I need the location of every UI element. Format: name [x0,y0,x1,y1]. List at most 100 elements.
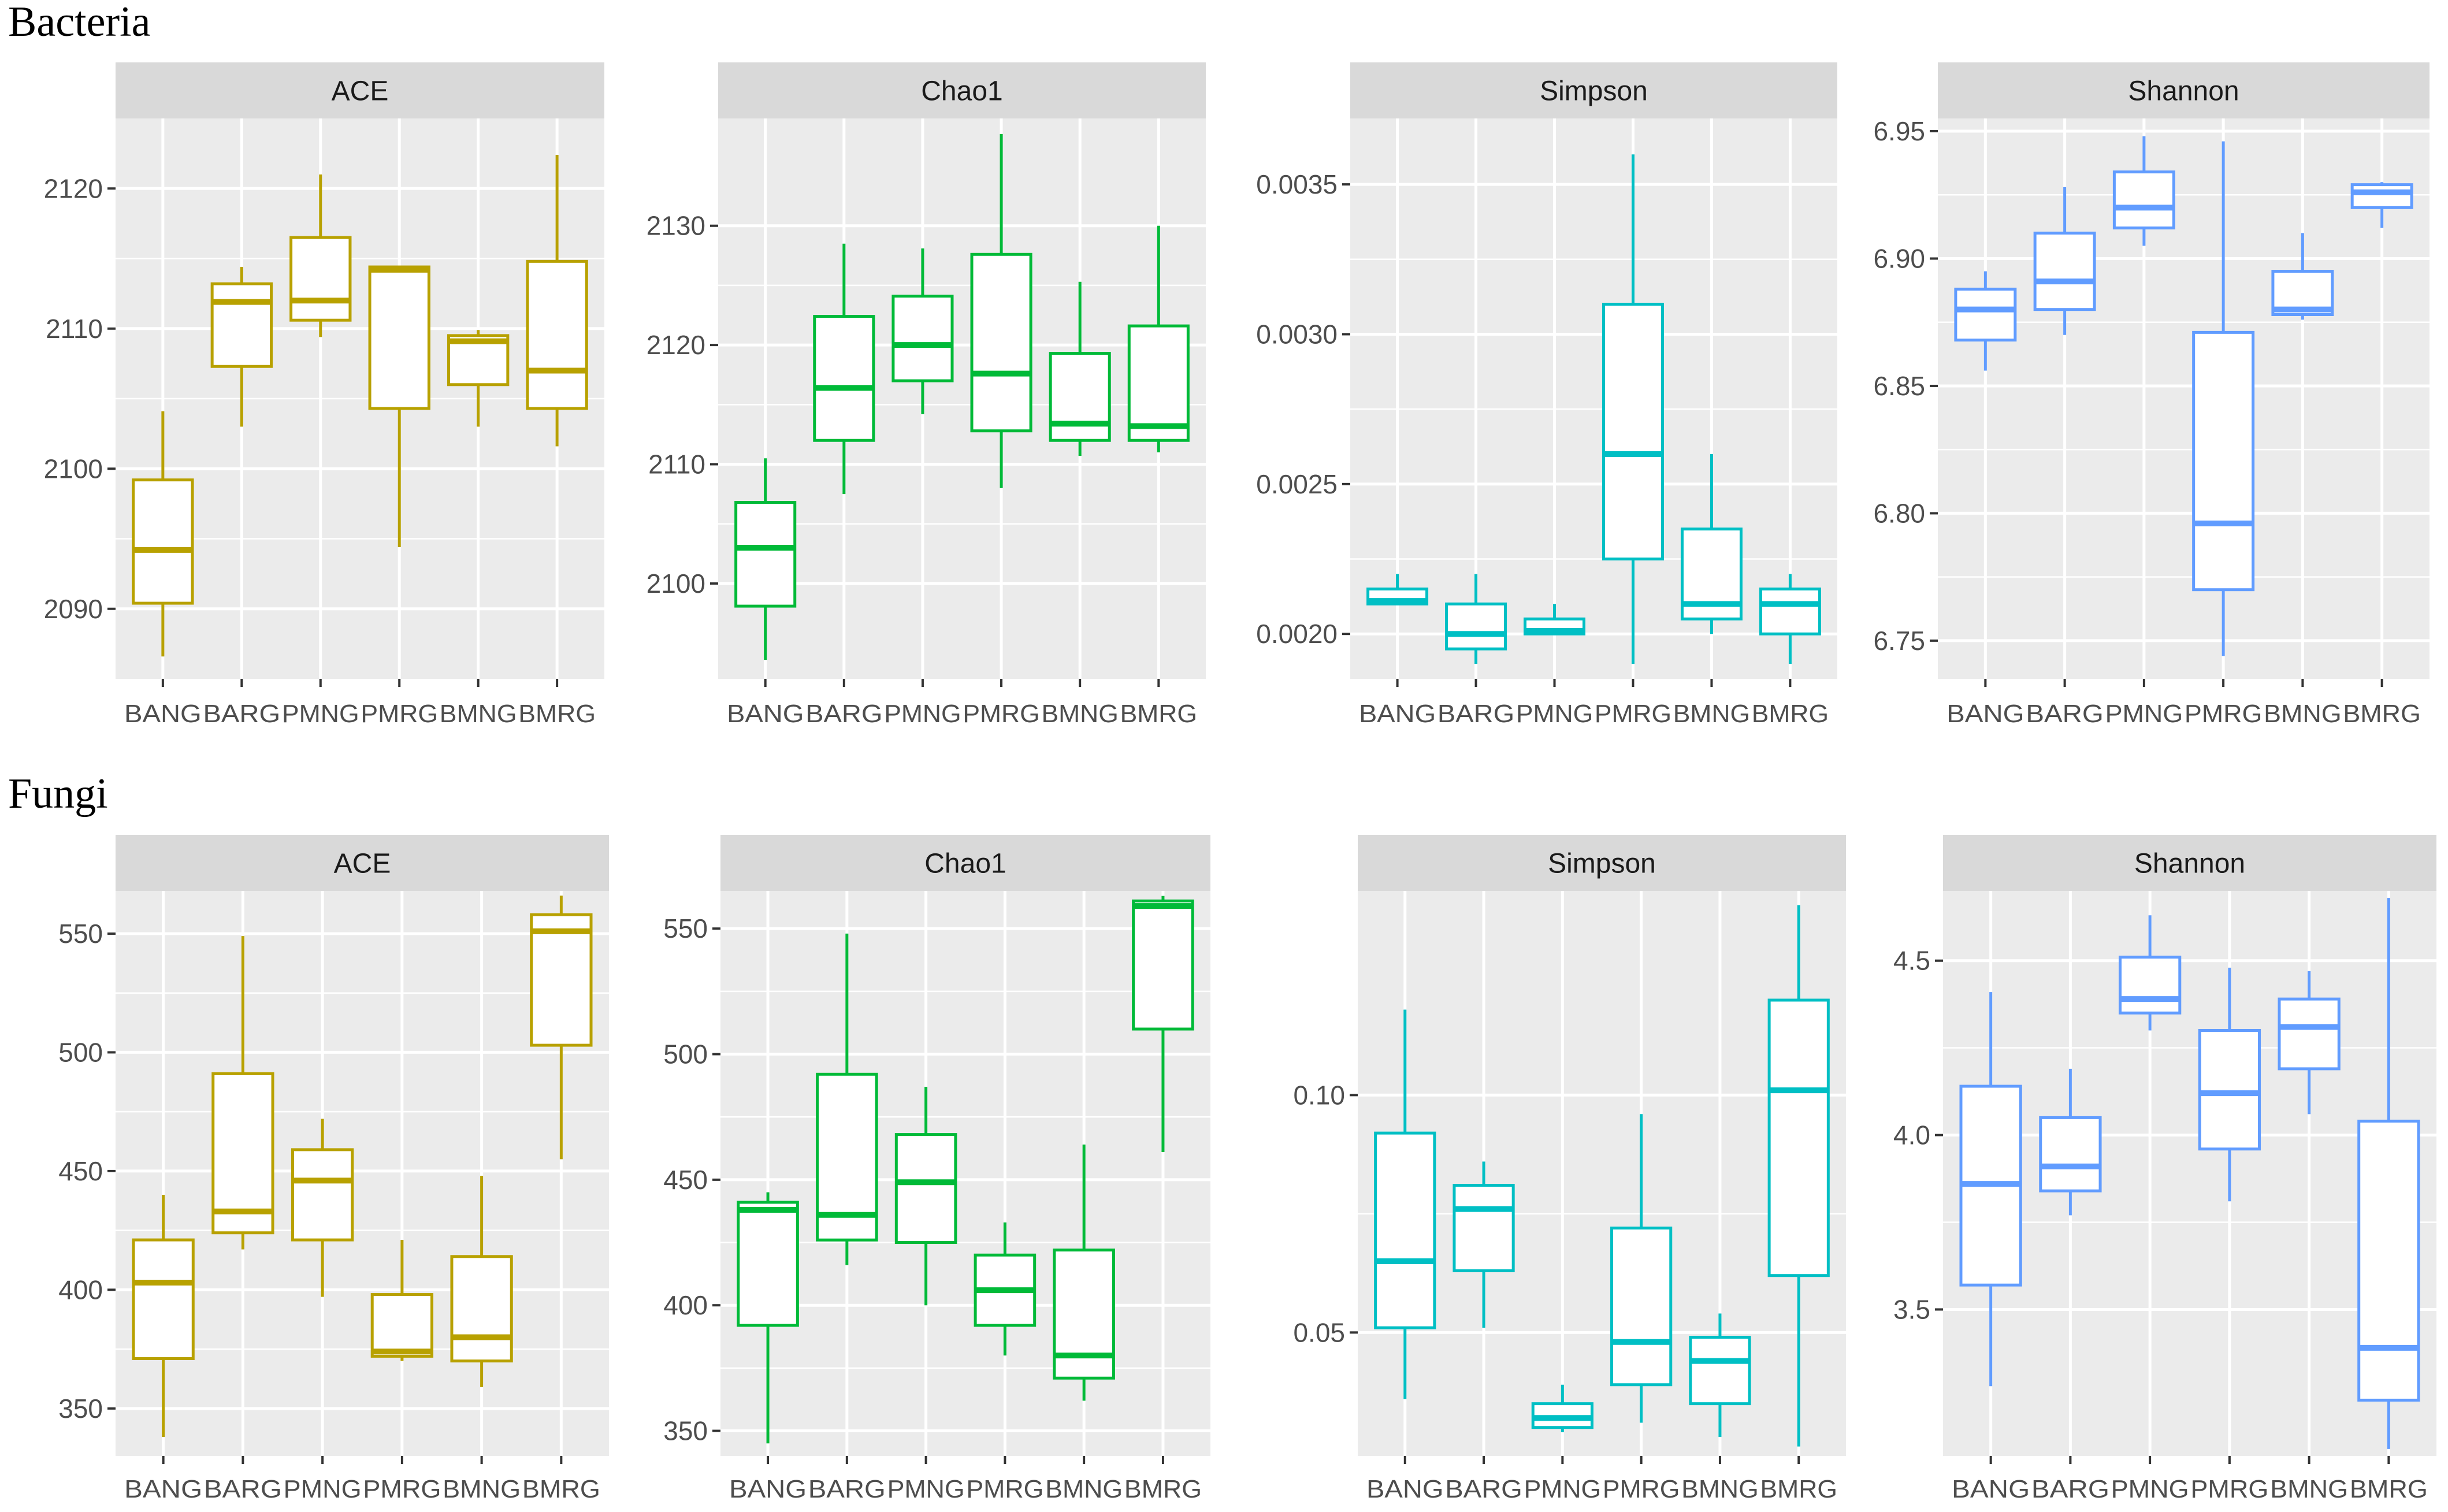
iqr-box [2039,1116,2102,1192]
box-bang [1374,1009,1436,1399]
box-bang [1366,574,1429,605]
iqr-box [132,1238,195,1361]
y-tick-label: 2090 [44,594,103,624]
x-tick-label: BANG [1952,1475,2030,1503]
iqr-box [526,259,588,410]
iqr-box [211,1072,274,1235]
x-tick-label: BANG [1366,1475,1444,1503]
x-tick-label: BMNG [1045,1475,1123,1503]
box-barg [2033,187,2096,335]
panel-shannon: Shannon 3.5 4.0 4.5 BANG BARG PMNG PMRG BMNG BMRG [1893,835,2436,1503]
panel-ace: ACE 2090 2100 2110 2120 BANG BARG PMNG PMRG BMNG B… [44,62,604,728]
iqr-box [2118,956,2182,1015]
box-pmrg [974,1222,1037,1356]
box-pmrg [2192,141,2255,656]
box-pmrg [970,133,1032,488]
box-barg [211,936,274,1250]
x-tick-label: BARG [204,1475,282,1503]
box-pmng [1531,1384,1593,1432]
y-tick-label: 400 [58,1275,103,1305]
box-bang [1959,992,2022,1387]
strip-title: ACE [332,76,389,107]
iqr-box [1374,1131,1436,1329]
strip-header [1358,835,1846,891]
iqr-box [813,315,875,442]
x-tick-label: PMRG [966,1475,1043,1503]
box-bmrg [2350,182,2413,228]
iqr-box [1453,1184,1515,1272]
x-tick-label: BMRG [2350,1475,2428,1503]
iqr-box [530,913,593,1047]
iqr-box [1053,1249,1115,1380]
x-tick-label: PMRG [361,700,438,728]
y-tick-label: 2110 [46,314,103,344]
y-tick-label: 500 [58,1037,103,1067]
y-tick-label: 2120 [647,330,705,360]
iqr-box [737,1201,799,1327]
box-bmng [1049,281,1111,456]
iqr-box [1767,998,1830,1277]
strip-title: Chao1 [924,849,1006,879]
box-bmng [1689,1313,1751,1437]
box-bmng [1053,1145,1115,1401]
x-tick-label: BMRG [518,700,596,728]
box-pmng [2118,915,2182,1031]
box-barg [816,933,878,1265]
y-tick-label: 3.5 [1893,1294,1930,1324]
strip-title: Chao1 [921,76,1002,107]
x-tick-label: PMNG [2111,1475,2189,1503]
box-bmng [2271,233,2334,320]
y-tick-label: 0.10 [1293,1080,1345,1110]
plot-background [1943,891,2436,1456]
x-tick-label: BANG [1946,700,2024,728]
y-tick-label: 6.80 [1873,498,1925,528]
box-pmrg [1610,1114,1673,1423]
x-tick-label: BANG [729,1475,807,1503]
x-tick-label: PMNG [284,1475,362,1503]
box-pmng [289,174,352,337]
x-tick-label: PMNG [1516,700,1593,728]
x-tick-label: PMRG [2190,1475,2268,1503]
y-tick-label: 0.0020 [1256,619,1338,649]
iqr-box [970,252,1032,433]
section-label: Bacteria [8,0,151,46]
x-tick-label: BMNG [440,700,517,728]
box-pmng [1524,604,1586,636]
box-pmrg [1602,154,1664,664]
iqr-box [2033,231,2096,311]
x-tick-label: BMRG [2343,700,2421,728]
plot-background [720,891,1210,1456]
iqr-box [2198,1028,2261,1151]
strip-header [718,62,1206,118]
x-tick-label: BARG [808,1475,886,1503]
iqr-box [2350,183,2413,209]
x-tick-label: PMNG [887,1475,965,1503]
y-tick-label: 550 [663,913,708,943]
box-bang [1954,271,2017,371]
strip-title: Simpson [1540,76,1648,107]
iqr-box [1127,324,1190,442]
y-tick-label: 0.0025 [1256,469,1338,499]
y-tick-label: 2120 [44,173,103,203]
plot-background [1358,891,1846,1456]
iqr-box [2357,1119,2420,1402]
y-tick-label: 4.5 [1893,946,1930,976]
box-bmrg [1767,905,1830,1447]
x-tick-label: BMRG [1752,700,1829,728]
panel-ace: ACE 350 400 450 500 550 BANG BARG PMNG PMRG BMNG BM… [58,835,609,1503]
plot-background [718,118,1206,679]
box-barg [2039,1068,2102,1216]
y-tick-label: 500 [663,1039,708,1069]
x-tick-label: PMRG [1603,1475,1680,1503]
iqr-box [1445,602,1507,651]
x-tick-label: PMRG [1595,700,1671,728]
x-tick-label: BANG [727,700,804,728]
plot-background [1938,118,2430,679]
x-tick-label: BMNG [2264,700,2342,728]
y-tick-label: 6.75 [1873,626,1925,656]
x-tick-label: BARG [203,700,280,728]
y-tick-label: 400 [663,1290,708,1320]
y-tick-label: 6.95 [1873,116,1925,146]
x-tick-label: PMRG [963,700,1039,728]
